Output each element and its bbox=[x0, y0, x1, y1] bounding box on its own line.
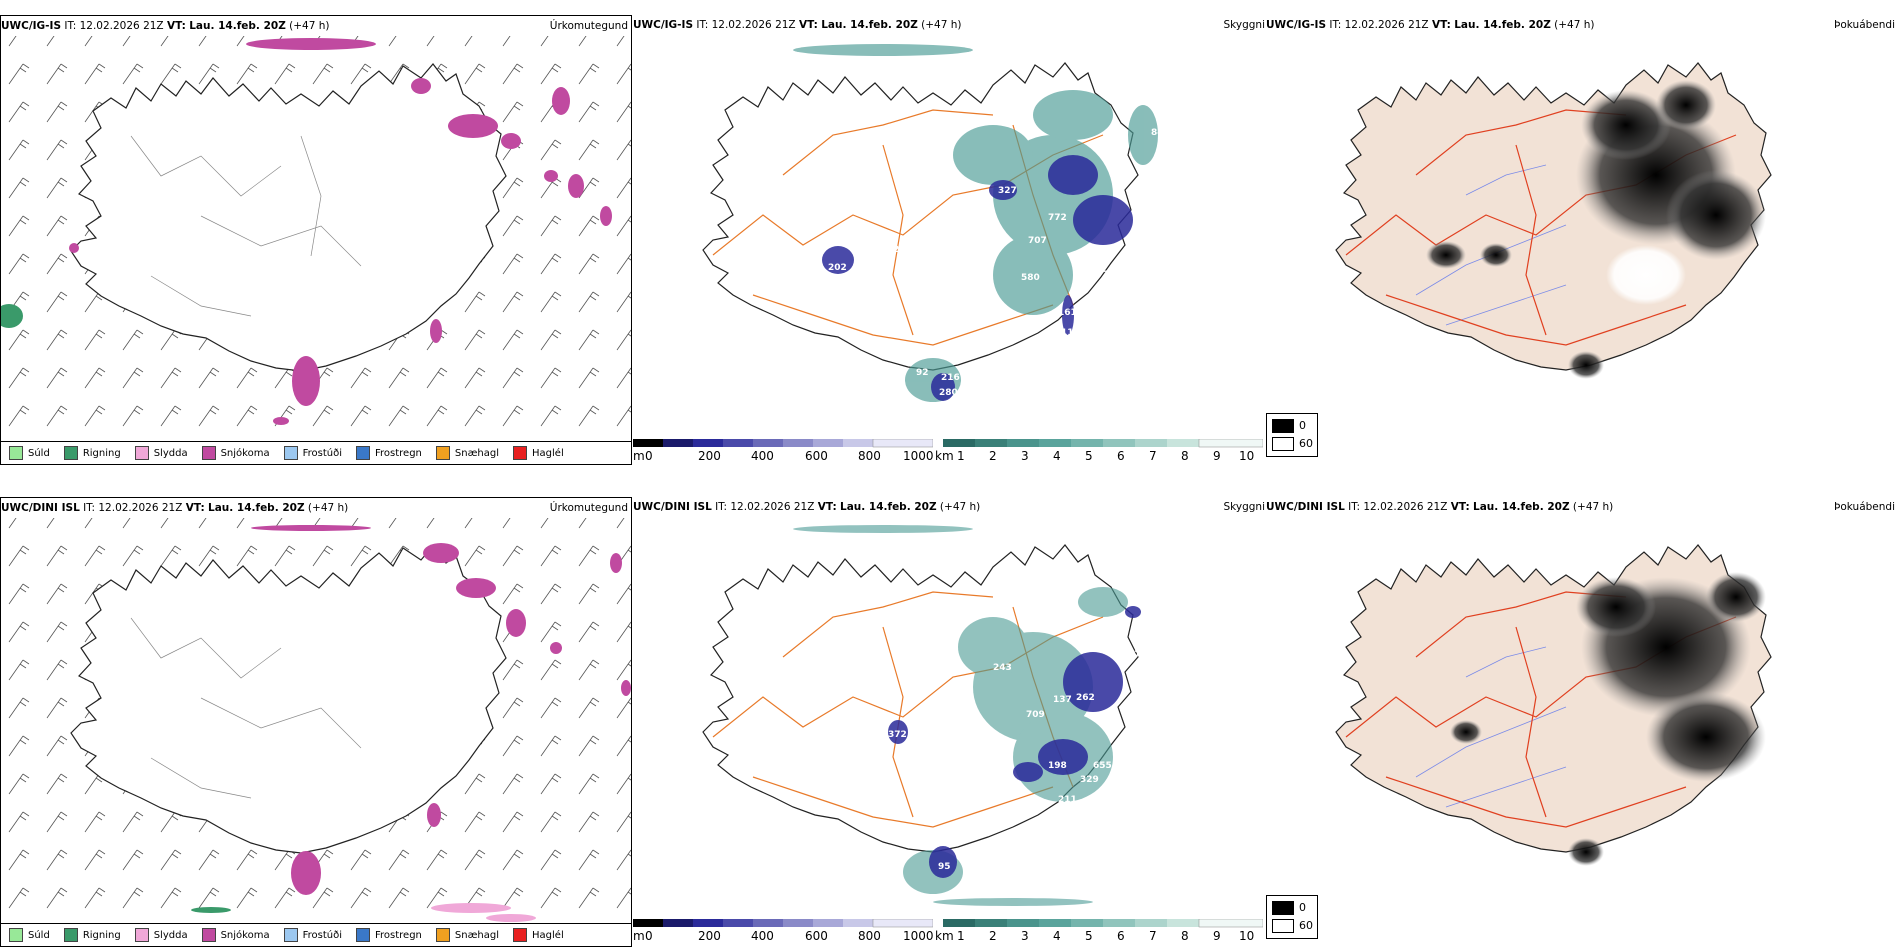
panel-type-label: Úrkomutegund bbox=[549, 20, 628, 32]
legend-item-rigning: Rigning bbox=[63, 928, 121, 942]
cloud-label: 131 bbox=[1061, 810, 1080, 820]
legend-item-frostregn: Frostregn bbox=[356, 928, 422, 942]
cloud-blue-areas bbox=[822, 155, 1133, 401]
cloud-label: 655 bbox=[1093, 761, 1112, 771]
precip-legend: Súld Rigning Slydda Snjókoma Frostúði Fr… bbox=[1, 441, 631, 464]
legend-item-sudd: Súld bbox=[9, 446, 50, 460]
legend-item-sudd: Súld bbox=[9, 928, 50, 942]
legend-item-snjokoma: Snjókoma bbox=[201, 446, 270, 460]
fog-map bbox=[1335, 62, 1772, 379]
cloud-label: 267 bbox=[1143, 605, 1162, 615]
visibility-scale: km 1 2 3 4 5 6 7 8 9 10 bbox=[935, 439, 1263, 463]
legend-item-snaehagl: Snæhagl bbox=[435, 446, 499, 460]
legend-item-frostregn: Frostregn bbox=[356, 446, 422, 460]
panel-title: UWC/DINI ISL IT: 12.02.2026 21Z VT: Lau.… bbox=[633, 501, 981, 513]
cloud-label: 277 bbox=[1128, 650, 1147, 660]
legend-item-snjokoma: Snjókoma bbox=[201, 928, 270, 942]
cloud-label: 137 bbox=[1053, 695, 1072, 705]
legend-item-slydda: Slydda bbox=[134, 928, 188, 942]
cloud-label: 125 bbox=[1123, 263, 1142, 273]
cloud-value-labels: 267 243 277 137 262 709 372 198 655 100 … bbox=[888, 605, 1162, 872]
cloud-label: 772 bbox=[1048, 213, 1067, 223]
legend-item-rigning: Rigning bbox=[63, 446, 121, 460]
panel-type-label: Þokuábendi bbox=[1834, 501, 1895, 513]
cloud-label: 211 bbox=[1058, 795, 1077, 805]
panel-type-label: Skyggni bbox=[1223, 501, 1266, 513]
cloud-height-scale: m 0 200 400 600 800 1000 bbox=[633, 919, 934, 943]
legend-item-slydda: Slydda bbox=[134, 446, 188, 460]
cloud-map: 267 243 277 137 262 709 372 198 655 100 … bbox=[702, 525, 1162, 906]
fog-panel-top: UWC/IG-IS IT: 12.02.2026 21Z VT: Lau. 14… bbox=[1266, 15, 1898, 465]
precip-panel-bottom: UWC/DINI ISL IT: 12.02.2026 21Z VT: Lau.… bbox=[0, 497, 632, 947]
fog-map bbox=[1335, 544, 1772, 866]
cloud-height-scale: m 0 200 400 600 800 1000 bbox=[633, 439, 934, 463]
cloud-label: 327 bbox=[998, 186, 1017, 196]
panel-title: UWC/DINI ISL IT: 12.02.2026 21Z VT: Lau.… bbox=[1266, 501, 1614, 513]
fog-legend-white-label: 60 bbox=[1299, 919, 1313, 932]
cloud-label: 216 bbox=[941, 373, 960, 383]
fog-legend-white-swatch bbox=[1272, 437, 1294, 451]
fog-dark-areas bbox=[1426, 80, 1766, 379]
fog-legend-black-label: 0 bbox=[1299, 419, 1306, 432]
panel-title: UWC/IG-IS IT: 12.02.2026 21Z VT: Lau. 14… bbox=[1266, 19, 1595, 31]
panel-type-label: Skyggni bbox=[1223, 19, 1266, 31]
cloud-panel-top: UWC/IG-IS IT: 12.02.2026 21Z VT: Lau. 14… bbox=[633, 15, 1265, 465]
cloud-label: 95 bbox=[938, 862, 951, 872]
panel-title: UWC/DINI ISL IT: 12.02.2026 21Z VT: Lau.… bbox=[1, 502, 349, 514]
cloud-map: 848 327 772 707 580 125 143 161 112 202 … bbox=[702, 44, 1170, 402]
cloud-label: 202 bbox=[828, 263, 847, 273]
fog-panel-bottom: UWC/DINI ISL IT: 12.02.2026 21Z VT: Lau.… bbox=[1266, 497, 1898, 947]
cloud-label: 204 bbox=[893, 245, 912, 255]
legend-item-haglel: Haglél bbox=[513, 446, 564, 460]
panel-type-label: Úrkomutegund bbox=[549, 502, 628, 514]
snow-areas bbox=[251, 525, 631, 895]
fog-legend-black-swatch bbox=[1272, 419, 1294, 433]
fog-legend-black-label: 0 bbox=[1299, 901, 1306, 914]
cloud-label: 329 bbox=[1080, 775, 1099, 785]
panel-title: UWC/IG-IS IT: 12.02.2026 21Z VT: Lau. 14… bbox=[1, 20, 330, 32]
cloud-label: 709 bbox=[1026, 710, 1045, 720]
precip-panel-top: UWC/IG-IS IT: 12.02.2026 21Z VT: Lau. 14… bbox=[0, 15, 632, 465]
fog-legend-white-swatch bbox=[1272, 919, 1294, 933]
cloud-label: 143 bbox=[935, 350, 954, 360]
cloud-panel-bottom: UWC/DINI ISL IT: 12.02.2026 21Z VT: Lau.… bbox=[633, 497, 1265, 947]
cloud-blue-areas bbox=[888, 606, 1141, 878]
fog-legend: 0 60 bbox=[1266, 895, 1318, 939]
cloud-value-labels: 848 327 772 707 580 125 143 161 112 202 … bbox=[828, 128, 1170, 398]
snow-areas bbox=[69, 38, 612, 425]
precip-legend: Súld Rigning Slydda Snjókoma Frostúði Fr… bbox=[1, 923, 631, 946]
cloud-label: 280 bbox=[939, 388, 958, 398]
precip-map bbox=[1, 518, 631, 923]
cloud-label: 243 bbox=[993, 663, 1012, 673]
cloud-label: 372 bbox=[888, 730, 907, 740]
fog-legend: 0 60 bbox=[1266, 413, 1318, 457]
cloud-label: 100 bbox=[1143, 734, 1162, 744]
cloud-label: 112 bbox=[1061, 328, 1080, 338]
cloud-label: 262 bbox=[1076, 693, 1095, 703]
cloud-label: 161 bbox=[1058, 308, 1077, 318]
panel-title: UWC/IG-IS IT: 12.02.2026 21Z VT: Lau. 14… bbox=[633, 19, 962, 31]
legend-item-haglel: Haglél bbox=[513, 928, 564, 942]
cloud-label: 848 bbox=[1151, 128, 1170, 138]
visibility-scale: km 1 2 3 4 5 6 7 8 9 10 bbox=[935, 919, 1263, 943]
cloud-label: 707 bbox=[1028, 236, 1047, 246]
fog-legend-black-swatch bbox=[1272, 901, 1294, 915]
cloud-label: 143 bbox=[1103, 270, 1122, 280]
legend-item-snaehagl: Snæhagl bbox=[435, 928, 499, 942]
cloud-label: 198 bbox=[1048, 761, 1067, 771]
cloud-label: 580 bbox=[1021, 273, 1040, 283]
fog-legend-white-label: 60 bbox=[1299, 437, 1313, 450]
cloud-label: 92 bbox=[916, 368, 929, 378]
fog-dark-areas bbox=[1450, 572, 1766, 866]
panel-type-label: Þokuábendi bbox=[1834, 19, 1895, 31]
legend-item-frostudi: Frostúði bbox=[283, 446, 342, 460]
legend-item-frostudi: Frostúði bbox=[283, 928, 342, 942]
cloud-label: 185 bbox=[1118, 747, 1137, 757]
precip-map bbox=[1, 36, 631, 441]
